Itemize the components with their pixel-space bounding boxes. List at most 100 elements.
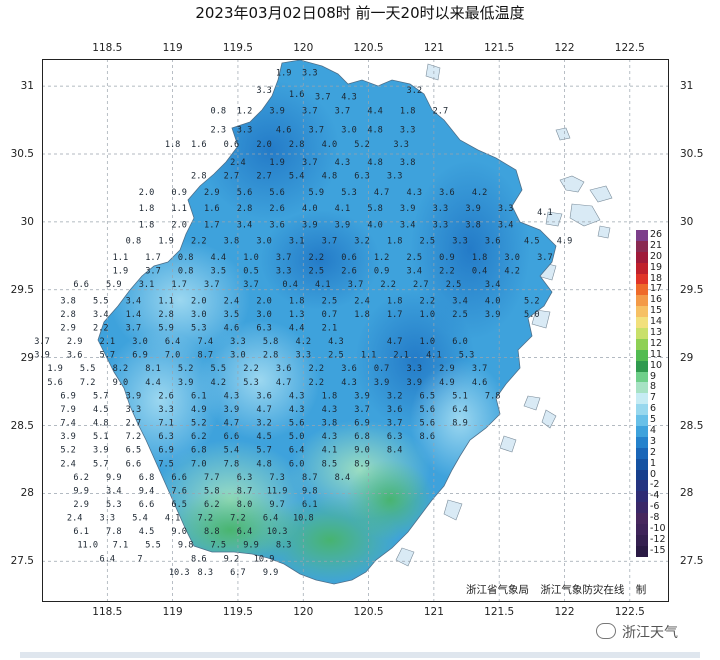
legend-label: 6 bbox=[650, 403, 657, 415]
legend-label: 4 bbox=[650, 425, 657, 437]
lat-tick-label-left: 31 bbox=[20, 80, 34, 93]
bottom-strip bbox=[20, 652, 700, 658]
temperature-label: 2.0 bbox=[139, 188, 155, 198]
legend-swatch bbox=[636, 534, 648, 546]
temperature-label: 4.7 bbox=[224, 419, 240, 429]
temperature-label: 3.0 bbox=[504, 253, 520, 263]
temperature-label: 6.4 bbox=[165, 337, 181, 347]
lat-tick-label-left: 29.5 bbox=[10, 283, 34, 296]
legend-row: 17 bbox=[636, 283, 684, 296]
temperature-label: 3.7 bbox=[315, 93, 331, 103]
temperature-label: 6.8 bbox=[191, 446, 207, 456]
temperature-label: 2.1 bbox=[322, 324, 338, 334]
temperature-label: 2.8 bbox=[237, 204, 253, 214]
temperature-label: 4.1 bbox=[315, 280, 331, 290]
temperature-label: 5.6 bbox=[269, 188, 285, 198]
map-credit: 浙江省气象局 浙江气象防灾在线 制 bbox=[466, 582, 654, 597]
temperature-label: 6.6 bbox=[171, 473, 187, 483]
temperature-label: 4.5 bbox=[256, 432, 272, 442]
temperature-label: 6.7 bbox=[230, 568, 246, 578]
temperature-label: 7.2 bbox=[126, 432, 142, 442]
legend-label: 3 bbox=[650, 435, 657, 447]
temperature-label: 10.8 bbox=[293, 514, 314, 524]
lon-tick-label-top: 120.5 bbox=[353, 42, 384, 54]
legend-swatch bbox=[636, 447, 648, 459]
temperature-label: 5.5 bbox=[145, 541, 161, 551]
temperature-label: 0.8 bbox=[211, 106, 227, 116]
temperature-label: 0.4 bbox=[472, 267, 488, 277]
lat-tick-label-left: 28 bbox=[20, 487, 34, 500]
temperature-label: 3.3 bbox=[100, 514, 116, 524]
temperature-label: 3.7 bbox=[126, 324, 142, 334]
legend-swatch bbox=[636, 240, 648, 252]
temperature-label: 3.8 bbox=[322, 419, 338, 429]
temperature-label: 5.3 bbox=[106, 500, 122, 510]
temperature-label: 2.4 bbox=[354, 296, 370, 306]
temperature-label: 9.8 bbox=[302, 486, 318, 496]
temperature-label: 3.8 bbox=[60, 296, 76, 306]
temperature-label: 3.2 bbox=[256, 419, 272, 429]
legend-label: -15 bbox=[650, 544, 666, 556]
legend-swatch bbox=[636, 328, 648, 339]
temperature-label: 3.7 bbox=[309, 125, 325, 135]
temperature-label: 8.3 bbox=[198, 568, 214, 578]
temperature-label: 2.2 bbox=[191, 237, 207, 247]
temperature-label: 4.7 bbox=[374, 188, 390, 198]
temperature-label: 4.3 bbox=[328, 337, 344, 347]
temperature-label: 1.4 bbox=[126, 310, 142, 320]
temperature-label: 4.3 bbox=[322, 405, 338, 415]
temperature-label: 3.9 bbox=[485, 310, 501, 320]
lat-tick-label-right: 27.5 bbox=[680, 555, 704, 568]
legend-row: 3 bbox=[636, 435, 684, 448]
temperature-label: 6.0 bbox=[452, 337, 468, 347]
temperature-label: 6.4 bbox=[100, 554, 116, 564]
temperature-label: 9.9 bbox=[106, 473, 122, 483]
temperature-label: 3.7 bbox=[537, 253, 553, 263]
temperature-label: 7.5 bbox=[158, 459, 174, 469]
temperature-label: 6.6 bbox=[224, 432, 240, 442]
temperature-label: 3.9 bbox=[178, 378, 194, 388]
temperature-label: 5.3 bbox=[243, 378, 259, 388]
legend-swatch bbox=[636, 295, 648, 307]
temperature-label: 0.9 bbox=[374, 267, 390, 277]
temperature-label: 6.4 bbox=[237, 527, 253, 537]
temperature-label: 7.6 bbox=[171, 486, 187, 496]
temperature-label: 6.4 bbox=[452, 405, 468, 415]
temperature-label: 6.9 bbox=[354, 419, 370, 429]
temperature-label: 7.2 bbox=[80, 378, 96, 388]
legend-label: -4 bbox=[650, 490, 660, 502]
temperature-label: 8.4 bbox=[387, 446, 403, 456]
legend-swatch bbox=[636, 436, 648, 448]
temperature-label: 2.8 bbox=[158, 310, 174, 320]
temperature-label: 3.6 bbox=[387, 405, 403, 415]
lat-tick-label-left: 29 bbox=[20, 351, 34, 364]
temperature-label: 3.9 bbox=[269, 106, 285, 116]
temperature-label: 3.9 bbox=[224, 405, 240, 415]
lat-tick-label-right: 30 bbox=[680, 215, 694, 228]
temperature-label: 4.3 bbox=[322, 432, 338, 442]
temperature-label: 1.9 bbox=[47, 364, 63, 374]
legend-swatch bbox=[636, 338, 648, 350]
temperature-label: 4.4 bbox=[211, 253, 227, 263]
temperature-label: 8.7 bbox=[302, 473, 318, 483]
legend-swatch bbox=[636, 404, 648, 416]
temperature-label: 1.6 bbox=[191, 140, 207, 150]
legend-row: 0 bbox=[636, 469, 684, 481]
temperature-label: 6.4 bbox=[263, 514, 279, 524]
temperature-label: 7.8 bbox=[224, 459, 240, 469]
temperature-label: 8.8 bbox=[204, 527, 220, 537]
temperature-label: 2.5 bbox=[420, 237, 436, 247]
legend-swatch bbox=[636, 415, 648, 427]
temperature-label: 3.4 bbox=[485, 280, 501, 290]
legend-swatch bbox=[636, 371, 648, 383]
lon-tick-label-top: 122 bbox=[554, 42, 575, 54]
legend-row: -12 bbox=[636, 534, 684, 546]
lon-tick-label-top: 121 bbox=[423, 42, 444, 54]
color-legend: 26 21 20 19 18 17 16 15 14 13 12 11 10 9 8 7 6 5 4 3 2 1 0 -2 -4… bbox=[636, 229, 684, 557]
temperature-label: 3.4 bbox=[452, 296, 468, 306]
legend-label: 2 bbox=[650, 446, 657, 458]
temperature-label: 3.4 bbox=[106, 486, 122, 496]
temperature-label: 6.9 bbox=[132, 351, 148, 361]
legend-row: 5 bbox=[636, 414, 684, 427]
temperature-label: 6.2 bbox=[73, 473, 89, 483]
